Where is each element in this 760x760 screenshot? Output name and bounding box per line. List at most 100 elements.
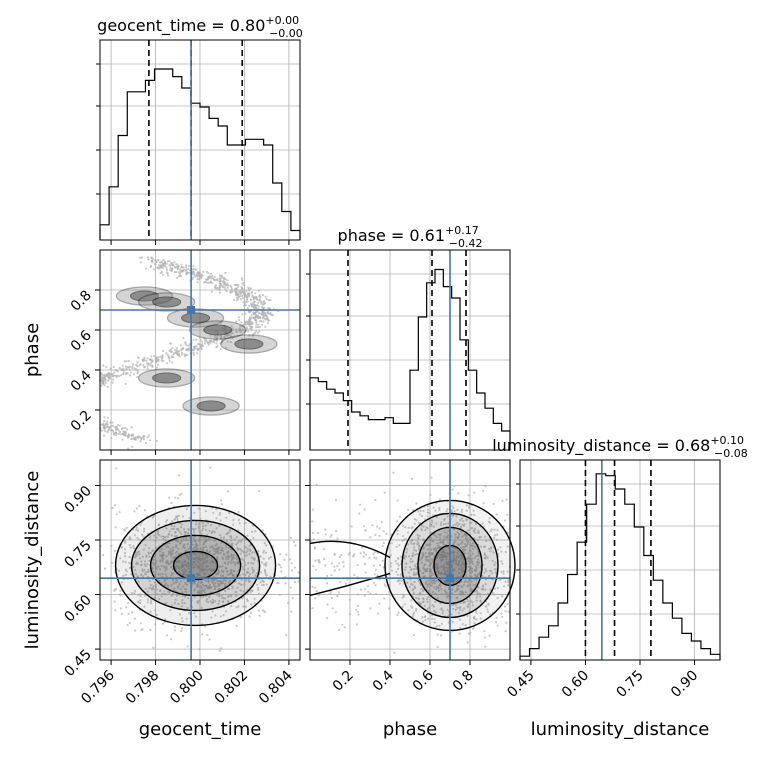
sample-point <box>435 522 438 525</box>
sample-point <box>427 590 430 593</box>
sample-point <box>159 355 162 358</box>
sample-point <box>185 266 188 269</box>
sample-point <box>241 565 244 568</box>
sample-point <box>153 581 157 584</box>
panel-phase-luminosity_distance-xtick-label: 0.6 <box>410 667 437 694</box>
sample-point <box>243 325 246 328</box>
sample-point <box>466 540 469 543</box>
sample-point <box>461 555 464 558</box>
sample-point <box>147 570 150 573</box>
contour <box>172 550 219 581</box>
hist-luminosity_distance-xtick-label: 0.60 <box>559 668 592 701</box>
sample-point <box>155 261 158 264</box>
sample-point <box>249 298 252 301</box>
sample-point <box>297 571 300 574</box>
sample-point <box>107 429 110 432</box>
sample-point <box>408 585 412 588</box>
sample-point <box>173 587 176 590</box>
sample-point <box>166 559 169 562</box>
sample-point <box>257 316 260 320</box>
sample-point <box>114 526 117 529</box>
sample-point <box>476 591 479 595</box>
sample-point <box>187 557 190 561</box>
sample-point <box>355 623 358 626</box>
sample-point <box>466 606 469 609</box>
sample-point <box>472 545 475 548</box>
sample-point <box>225 555 228 558</box>
sample-point <box>337 562 341 565</box>
sample-point <box>218 511 222 515</box>
sample-point <box>467 632 470 635</box>
sample-point <box>164 566 167 570</box>
sample-point <box>479 595 482 598</box>
sample-point <box>422 525 425 528</box>
sample-point <box>109 421 112 424</box>
sample-point <box>205 278 209 281</box>
sample-point <box>111 375 114 378</box>
sample-point <box>136 553 139 556</box>
sample-point <box>484 645 487 648</box>
sample-point <box>131 611 134 614</box>
sample-point <box>180 263 183 266</box>
sample-point <box>177 553 180 556</box>
sample-point <box>212 578 215 582</box>
sample-point <box>251 301 254 304</box>
sample-point <box>253 597 256 600</box>
sample-point <box>138 364 141 367</box>
sample-point <box>140 574 143 577</box>
sample-point <box>127 433 130 436</box>
sample-point <box>323 557 326 561</box>
sample-point <box>356 593 360 596</box>
sample-point <box>168 591 171 594</box>
sample-point <box>208 529 211 532</box>
sample-point <box>250 316 253 320</box>
sample-point <box>496 596 499 600</box>
sample-point <box>226 570 229 573</box>
sample-point <box>143 563 146 566</box>
sample-point <box>135 528 138 531</box>
sample-point <box>250 291 253 294</box>
sample-point <box>278 593 281 597</box>
sample-point <box>176 497 180 500</box>
sample-point <box>123 432 126 435</box>
sample-point <box>178 570 181 573</box>
sample-point <box>217 552 220 555</box>
sample-point <box>446 608 449 611</box>
sample-point <box>197 567 200 570</box>
sample-point <box>181 569 184 572</box>
sample-point <box>254 295 258 298</box>
sample-point <box>500 550 503 553</box>
sample-point <box>146 598 150 601</box>
sample-point <box>163 584 166 587</box>
sample-point <box>210 290 213 293</box>
sample-point <box>255 314 258 317</box>
sample-point <box>180 533 183 536</box>
sample-point <box>147 363 150 366</box>
sample-point <box>214 284 217 287</box>
sample-point <box>217 585 220 588</box>
sample-point <box>130 437 133 441</box>
sample-point <box>482 545 485 549</box>
sample-point <box>419 558 422 562</box>
sample-point <box>447 522 450 525</box>
sample-point <box>440 565 443 568</box>
sample-point <box>237 316 240 319</box>
sample-point <box>494 621 498 624</box>
sample-point <box>475 566 478 570</box>
sample-point <box>257 490 261 493</box>
sample-point <box>237 285 240 288</box>
sample-point <box>123 551 127 555</box>
sample-point <box>160 595 163 598</box>
sample-point <box>317 561 320 564</box>
sample-point <box>113 589 116 592</box>
sample-point <box>470 527 473 530</box>
sample-point <box>413 580 416 584</box>
sample-point <box>110 544 113 547</box>
sample-point <box>172 352 175 355</box>
sample-point <box>231 558 234 561</box>
sample-point <box>478 572 481 575</box>
sample-point <box>381 544 384 548</box>
sample-point <box>177 514 180 518</box>
xlabel-luminosity-distance: luminosity_distance <box>531 719 710 740</box>
sample-point <box>474 537 477 541</box>
